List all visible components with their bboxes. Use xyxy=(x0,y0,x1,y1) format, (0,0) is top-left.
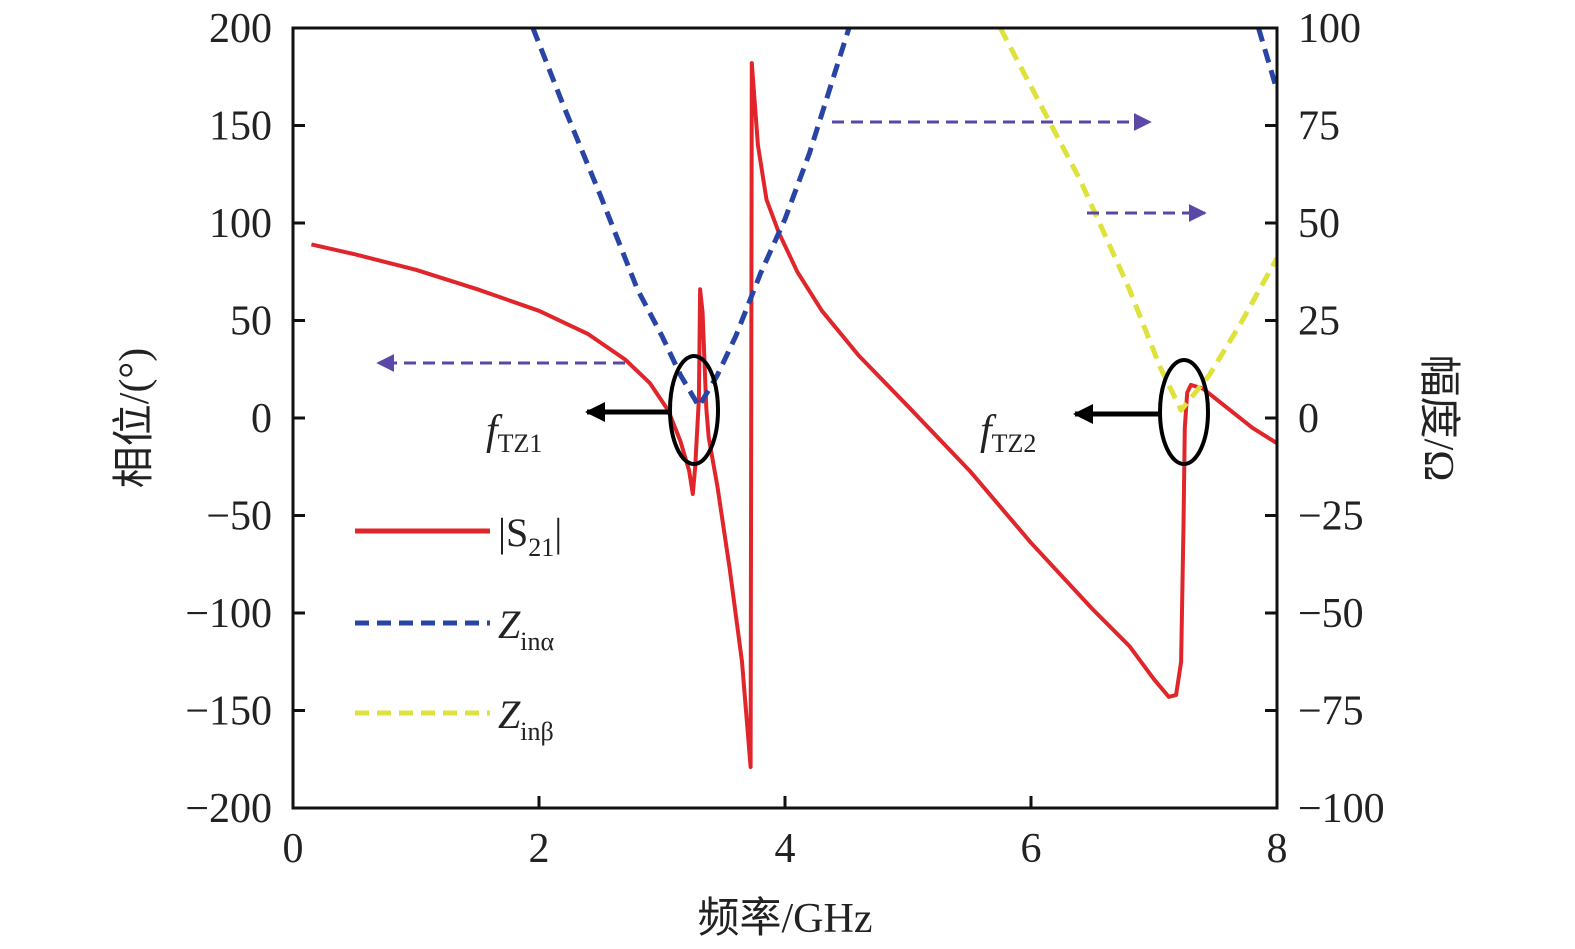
x-tick-label: 8 xyxy=(1267,826,1288,872)
svg-text:fTZ2: fTZ2 xyxy=(980,408,1036,458)
series-layer xyxy=(310,28,1277,769)
legend-sub-zina: inα xyxy=(520,627,554,656)
svg-text:Zinβ: Zinβ xyxy=(498,692,554,746)
legend-label-s21: |S xyxy=(498,510,528,555)
series-line-2 xyxy=(998,28,1277,413)
annotation-tz1-sub: TZ1 xyxy=(498,429,543,458)
y-right-tick-label: −75 xyxy=(1298,689,1364,735)
x-axis-title: 频率/GHz xyxy=(698,895,873,942)
y-axis-title-left: 相位/(°) xyxy=(111,348,158,488)
tz1-circle xyxy=(668,354,720,466)
plot-frame xyxy=(291,26,1279,810)
legend-label-zinb: Z xyxy=(498,692,521,737)
series-line-3 xyxy=(1256,28,1277,92)
legend-item-zina: Zinα xyxy=(355,602,554,656)
y-left-tick-label: −150 xyxy=(185,689,272,735)
legend-sub-s21: 21 xyxy=(528,533,554,562)
y-ticks-left: 200 150 100 50 0 −50 −100 −150 −200 xyxy=(185,6,305,832)
indicator-arrows xyxy=(376,113,1207,372)
y-left-tick-label: 150 xyxy=(209,104,272,150)
legend-suffix-s21: | xyxy=(554,510,562,555)
svg-text:Zinα: Zinα xyxy=(498,602,554,656)
y-left-tick-label: −100 xyxy=(185,591,272,637)
x-tick-label: 2 xyxy=(529,826,550,872)
annotation-tz2-sub: TZ2 xyxy=(992,429,1037,458)
y-ticks-right: 100 75 50 25 0 −25 −50 −75 −100 xyxy=(1265,6,1385,832)
svg-text:|S21|: |S21| xyxy=(498,510,562,562)
y-left-tick-label: −200 xyxy=(185,786,272,832)
tz2-circle xyxy=(1158,358,1210,466)
y-axis-title-right: 幅度/Ω xyxy=(1415,355,1461,482)
y-left-tick-label: 0 xyxy=(251,396,272,442)
series-line-1 xyxy=(530,28,852,409)
x-tick-label: 4 xyxy=(775,826,796,872)
y-right-tick-label: −25 xyxy=(1298,494,1364,540)
y-right-tick-label: 0 xyxy=(1298,396,1319,442)
y-left-tick-label: 100 xyxy=(209,201,272,247)
legend: |S21| Zinα Zinβ xyxy=(355,510,562,746)
x-ticks: 0 2 4 6 8 xyxy=(283,796,1288,872)
y-right-tick-label: 25 xyxy=(1298,299,1340,345)
x-tick-label: 6 xyxy=(1021,826,1042,872)
y-left-tick-label: 50 xyxy=(230,299,272,345)
legend-item-s21: |S21| xyxy=(355,510,562,562)
y-right-tick-label: −100 xyxy=(1298,786,1385,832)
y-right-tick-label: 75 xyxy=(1298,104,1340,150)
legend-item-zinb: Zinβ xyxy=(355,692,554,746)
x-tick-label: 0 xyxy=(283,826,304,872)
y-right-tick-label: −50 xyxy=(1298,591,1364,637)
svg-text:fTZ1: fTZ1 xyxy=(486,408,542,458)
y-left-tick-label: −50 xyxy=(206,494,272,540)
legend-sub-zinb: inβ xyxy=(520,717,553,746)
y-left-tick-label: 200 xyxy=(209,6,272,52)
zero-markers xyxy=(585,354,1210,466)
y-right-tick-label: 50 xyxy=(1298,201,1340,247)
series-line-0 xyxy=(310,61,1277,769)
annotation-tz2: fTZ2 xyxy=(980,408,1036,458)
y-right-tick-label: 100 xyxy=(1298,6,1361,52)
legend-label-zina: Z xyxy=(498,602,521,647)
annotation-tz1: fTZ1 xyxy=(486,408,542,458)
